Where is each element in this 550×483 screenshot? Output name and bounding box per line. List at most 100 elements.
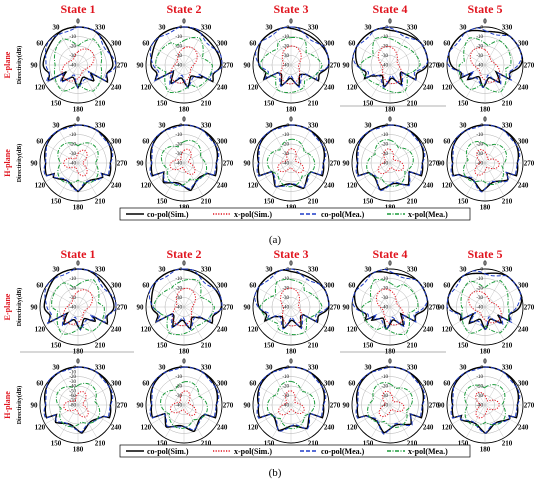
radial-tick-label: -40 xyxy=(381,64,388,69)
angle-tick-label: 30 xyxy=(266,265,274,273)
radial-tick-label: -30 xyxy=(69,380,76,385)
grid-spoke xyxy=(465,306,486,340)
radial-tick-label: -20 xyxy=(476,143,483,148)
grid-spoke xyxy=(389,130,410,164)
radial-tick-label: -30 xyxy=(175,296,182,301)
row-label: H-plane xyxy=(3,391,12,419)
series-co-pol-mea xyxy=(351,268,428,331)
angle-tick-label: 270 xyxy=(524,61,535,69)
series-x-pol-mea xyxy=(463,141,507,185)
state-title: State 3 xyxy=(274,2,309,16)
grid-spoke xyxy=(258,404,292,425)
grid-spoke xyxy=(183,64,204,98)
series-x-pol-mea xyxy=(160,139,208,187)
radial-tick-label: -20 xyxy=(381,143,388,148)
grid-spoke xyxy=(183,372,204,406)
polar-plot: 0 30 60 90 120 150 180 210 240 270 300 330 0 -10 -20 -3… xyxy=(438,259,535,355)
angle-tick-label: 210 xyxy=(308,342,319,350)
angle-tick-label: 240 xyxy=(217,181,228,189)
angle-tick-label: 210 xyxy=(95,198,106,206)
angle-tick-label: 30 xyxy=(53,363,61,371)
angle-tick-label: 60 xyxy=(142,137,150,145)
grid-spoke xyxy=(151,45,185,66)
series-x-pol-sim xyxy=(63,289,93,325)
angle-tick-label: 270 xyxy=(429,401,440,409)
grid-spoke xyxy=(164,372,185,406)
angle-tick-label: 0 xyxy=(289,115,293,123)
grid-spoke xyxy=(271,162,292,196)
angle-tick-label: 180 xyxy=(73,445,84,453)
series-x-pol-mea xyxy=(259,278,323,336)
radial-tick-label: -10 xyxy=(381,375,388,380)
series-co-pol-mea xyxy=(43,124,114,193)
grid-spoke xyxy=(452,385,486,406)
radial-tick-label: 0 xyxy=(287,124,290,129)
angle-tick-label: 270 xyxy=(429,303,440,311)
grid-spoke xyxy=(164,274,185,308)
grid-spoke xyxy=(77,162,98,196)
legend-entry: x-pol(Mea.) xyxy=(408,447,448,456)
series-co-pol-sim xyxy=(448,29,524,88)
grid-spoke xyxy=(77,64,98,98)
series-x-pol-sim xyxy=(469,47,501,83)
radial-tick-label: -40 xyxy=(381,404,388,409)
angle-tick-label: 210 xyxy=(201,440,212,448)
grid-spoke xyxy=(452,287,486,308)
angle-tick-label: 270 xyxy=(330,61,341,69)
angle-tick-label: 150 xyxy=(458,100,469,108)
angle-tick-label: 270 xyxy=(223,401,234,409)
angle-tick-label: 240 xyxy=(111,423,122,431)
angle-tick-label: 90 xyxy=(343,61,351,69)
angle-tick-label: 90 xyxy=(438,401,446,409)
series-co-pol-mea xyxy=(352,26,429,88)
radial-tick-label: -10 xyxy=(381,133,388,138)
state-title: State 5 xyxy=(468,2,503,16)
angle-tick-label: 0 xyxy=(388,115,392,123)
angle-tick-label: 270 xyxy=(223,61,234,69)
radial-tick-label: -20 xyxy=(175,143,182,148)
panel-caption: (b) xyxy=(269,467,282,479)
series-co-pol-mea xyxy=(355,124,426,192)
grid-spoke xyxy=(370,162,391,196)
grid-spoke xyxy=(370,130,391,164)
grid-spoke xyxy=(389,143,423,164)
angle-tick-label: 330 xyxy=(308,363,319,371)
angle-tick-label: 180 xyxy=(73,105,84,113)
grid-spoke xyxy=(290,32,311,66)
grid-spoke xyxy=(389,404,410,438)
series-co-pol-mea xyxy=(44,268,117,331)
angle-tick-label: 270 xyxy=(223,159,234,167)
radial-tick-label: -20 xyxy=(282,45,289,50)
angle-tick-label: 0 xyxy=(388,259,392,267)
angle-tick-label: 30 xyxy=(460,23,468,31)
angle-tick-label: 150 xyxy=(458,198,469,206)
radial-tick-label: -40 xyxy=(381,162,388,167)
angle-tick-label: 270 xyxy=(524,159,535,167)
series-x-pol-mea xyxy=(57,142,99,184)
grid-spoke xyxy=(45,404,79,425)
angle-tick-label: 180 xyxy=(179,347,190,355)
grid-spoke xyxy=(465,162,486,196)
angle-tick-label: 120 xyxy=(442,325,453,333)
grid-spoke xyxy=(58,64,79,98)
legend-entry: co-pol(Sim.) xyxy=(147,210,189,219)
angle-tick-label: 150 xyxy=(51,342,62,350)
angle-tick-label: 0 xyxy=(289,259,293,267)
series-x-pol-mea xyxy=(51,279,105,335)
grid-spoke xyxy=(484,64,505,98)
angle-tick-label: 330 xyxy=(502,121,513,129)
angle-tick-label: 0 xyxy=(289,17,293,25)
state-title: State 3 xyxy=(274,247,309,261)
angle-tick-label: 270 xyxy=(117,303,128,311)
angle-tick-label: 60 xyxy=(142,379,150,387)
radial-tick-label: -30 xyxy=(282,54,289,59)
radial-tick-label: -20 xyxy=(476,287,483,292)
legend-entry: x-pol(Mea.) xyxy=(408,210,448,219)
series-x-pol-sim xyxy=(280,45,302,85)
radial-tick-label: -10 xyxy=(175,35,182,40)
radial-tick-label: -20 xyxy=(381,385,388,390)
angle-tick-label: 150 xyxy=(458,342,469,350)
angle-tick-label: 270 xyxy=(330,303,341,311)
angle-tick-label: 300 xyxy=(324,137,335,145)
